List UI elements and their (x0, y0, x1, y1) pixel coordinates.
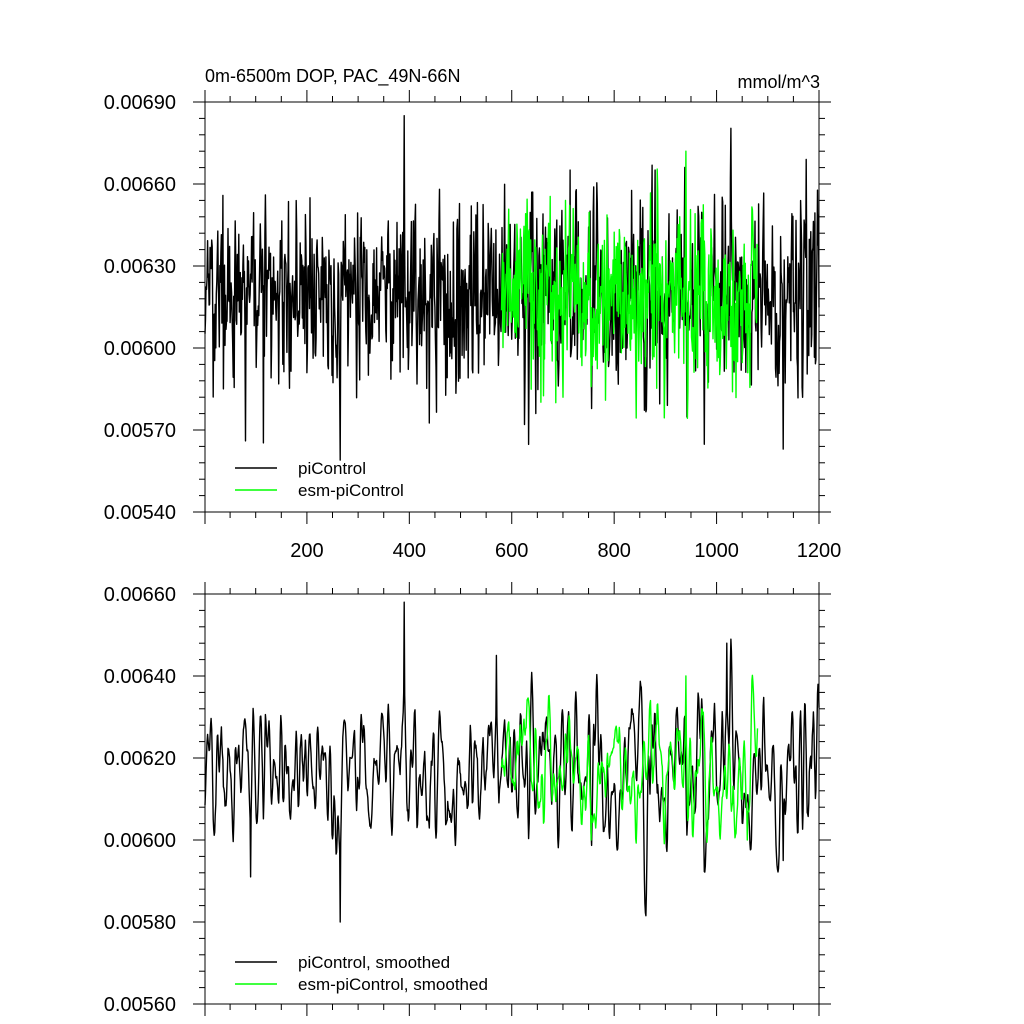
bottom-marks (204, 601, 820, 923)
y-tick-label: 0.00540 (104, 502, 176, 524)
y-tick-label: 0.00580 (104, 912, 176, 934)
y-tick-label: 0.00640 (104, 666, 176, 688)
x-tick-label: 1200 (797, 540, 842, 562)
y-tick-label: 0.00570 (104, 420, 176, 442)
chart-title: 0m-6500m DOP, PAC_49N-66N (205, 66, 460, 87)
series-line-esm-picontrol-smoothed (500, 674, 759, 845)
bottom-axis-ticks (193, 582, 831, 1016)
legend-label-picontrol: piControl (298, 459, 366, 478)
top-marks (204, 115, 820, 461)
legend-label-esm-picontrol-smoothed: esm-piControl, smoothed (298, 975, 488, 994)
bottom-legend: piControl, smoothed esm-piControl, smoot… (235, 953, 488, 994)
x-tick-label: 600 (495, 540, 528, 562)
series-line-esm-picontrol (500, 150, 759, 419)
bottom-panel: 0.00560 0.00580 0.00600 0.00620 0.00640 0.006… (104, 582, 831, 1016)
top-panel: 0m-6500m DOP, PAC_49N-66N mmol/m^3 0.005… (104, 66, 842, 562)
y-tick-label: 0.00620 (104, 748, 176, 770)
y-tick-label: 0.00560 (104, 994, 176, 1016)
bottom-y-tick-labels: 0.00560 0.00580 0.00600 0.00620 0.00640 0.006… (104, 584, 176, 1016)
x-tick-label: 800 (597, 540, 630, 562)
y-tick-label: 0.00630 (104, 256, 176, 278)
y-tick-label: 0.00600 (104, 830, 176, 852)
y-tick-label: 0.00600 (104, 338, 176, 360)
legend-label-picontrol-smoothed: piControl, smoothed (298, 953, 450, 972)
top-axis-ticks (193, 90, 831, 524)
x-tick-label: 400 (393, 540, 426, 562)
y-tick-label: 0.00690 (104, 92, 176, 114)
top-legend: piControl esm-piControl (235, 459, 404, 500)
units-label: mmol/m^3 (738, 72, 820, 92)
top-x-tick-labels: 200 400 600 800 1000 1200 (290, 540, 841, 562)
series-line-picontrol-smoothed (204, 601, 820, 923)
x-tick-label: 1000 (694, 540, 739, 562)
top-y-tick-labels: 0.00540 0.00570 0.00600 0.00630 0.00660 0.006… (104, 92, 176, 524)
legend-label-esm-picontrol: esm-piControl (298, 481, 404, 500)
y-tick-label: 0.00660 (104, 174, 176, 196)
y-tick-label: 0.00660 (104, 584, 176, 606)
x-tick-label: 200 (290, 540, 323, 562)
